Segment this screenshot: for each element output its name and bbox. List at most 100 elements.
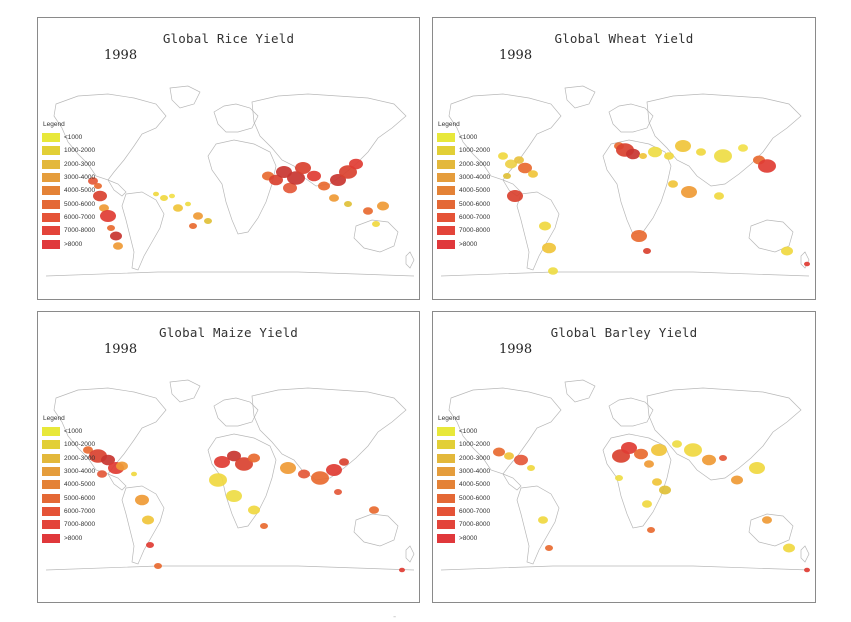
- legend-item: 1000-2000: [437, 144, 490, 157]
- yield-patch: [369, 506, 379, 514]
- yield-patch: [684, 443, 702, 457]
- yield-patch: [714, 192, 724, 200]
- asia-outline: [251, 387, 407, 481]
- yield-patch: [377, 201, 389, 211]
- legend-label: 3000-4000: [64, 174, 96, 182]
- yield-patch: [696, 148, 706, 156]
- yield-patch: [153, 191, 159, 197]
- legend-label: 2000-3000: [64, 454, 96, 462]
- legend-label: 5000-6000: [64, 200, 96, 208]
- legend-swatch: [437, 146, 455, 156]
- yield-patch: [283, 182, 297, 194]
- yield-patch: [307, 170, 321, 182]
- yield-patch: [505, 159, 517, 169]
- legend-label: 1000-2000: [64, 441, 96, 449]
- legend-label: 7000-8000: [64, 521, 96, 529]
- legend-item: 3000-4000: [437, 465, 490, 478]
- yield-patch: [643, 248, 651, 254]
- yield-patch: [527, 465, 535, 471]
- yield-patch: [514, 454, 528, 466]
- yield-patch: [311, 471, 329, 485]
- yield-patch: [169, 193, 175, 199]
- legend-title: Legend: [438, 121, 460, 128]
- yield-patch: [280, 462, 296, 474]
- legend-label: 4000-5000: [64, 187, 96, 195]
- new-zealand-outline: [800, 545, 810, 563]
- legend-label: 2000-3000: [459, 454, 491, 462]
- yield-patch: [514, 156, 524, 164]
- asia-outline: [646, 93, 802, 187]
- map-title: Global Maize Yield: [158, 325, 299, 340]
- map-legend: Legend <1000 1000-2000 2000-3000 3000-4000 4…: [437, 415, 490, 545]
- legend-label: 2000-3000: [64, 160, 96, 168]
- legend-item: 1000-2000: [42, 144, 95, 157]
- new-zealand-outline: [405, 251, 415, 269]
- legend-label: 3000-4000: [459, 174, 491, 182]
- legend-item: <1000: [42, 131, 95, 144]
- yield-patch: [631, 230, 647, 242]
- yield-patch: [339, 458, 349, 466]
- world-map: [45, 379, 415, 573]
- legend-label: >8000: [64, 240, 83, 248]
- antarctica-outline: [45, 271, 415, 277]
- world-map: [440, 85, 810, 277]
- legend-swatch: [437, 533, 455, 543]
- yield-patch: [642, 500, 652, 508]
- legend-label: 4000-5000: [64, 481, 96, 489]
- yield-patch: [189, 223, 197, 229]
- yield-patch: [349, 158, 363, 170]
- legend-item: <1000: [437, 131, 490, 144]
- legend-item: 4000-5000: [42, 478, 95, 491]
- legend-item: 2000-3000: [42, 158, 95, 171]
- legend-swatch: [42, 453, 60, 463]
- legend-swatch: [437, 159, 455, 169]
- map-legend: Legend <1000 1000-2000 2000-3000 3000-4000 4…: [42, 121, 95, 251]
- legend-item: 6000-7000: [437, 505, 490, 518]
- legend-swatch: [42, 239, 60, 249]
- legend-label: <1000: [64, 134, 83, 142]
- new-zealand-outline: [405, 545, 415, 563]
- legend-label: 6000-7000: [459, 507, 491, 515]
- legend-item: 2000-3000: [437, 452, 490, 465]
- legend-swatch: [437, 239, 455, 249]
- legend-swatch: [42, 493, 60, 503]
- yield-patch: [326, 464, 342, 476]
- legend-label: >8000: [459, 534, 478, 542]
- legend-label: 6000-7000: [64, 213, 96, 221]
- legend-swatch: [437, 186, 455, 196]
- yield-patch: [94, 183, 102, 189]
- yield-patch: [173, 204, 183, 212]
- legend-swatch: [437, 199, 455, 209]
- yield-patch: [672, 440, 682, 448]
- yield-patch: [804, 261, 810, 267]
- legend-label: 5000-6000: [459, 200, 491, 208]
- yield-patch: [339, 165, 357, 179]
- greenland-outline: [564, 85, 596, 109]
- legend-item: 1000-2000: [437, 438, 490, 451]
- yield-patch: [644, 460, 654, 468]
- legend-swatch: [437, 520, 455, 530]
- world-map: [440, 379, 810, 573]
- legend-item: 5000-6000: [437, 197, 490, 210]
- central-america-outline: [502, 473, 522, 491]
- legend-item: 4000-5000: [42, 184, 95, 197]
- yield-patch: [248, 505, 260, 515]
- yield-patch: [762, 516, 772, 524]
- yield-patch: [538, 516, 548, 524]
- map-panel-rice: Global Rice Yield 1998 Legend <1000 1000-…: [37, 17, 420, 300]
- legend-label: 1000-2000: [459, 441, 491, 449]
- yield-patch: [647, 527, 655, 533]
- central-america-outline: [107, 179, 127, 197]
- yield-patch: [93, 190, 107, 202]
- legend-swatch: [42, 146, 60, 156]
- greenland-outline: [169, 379, 201, 403]
- legend-label: 5000-6000: [459, 494, 491, 502]
- legend-item: 5000-6000: [42, 491, 95, 504]
- yield-patch: [101, 454, 115, 466]
- south-america-outline: [121, 191, 165, 271]
- yield-patch: [634, 448, 648, 460]
- yield-patch: [719, 455, 727, 461]
- legend-label: 7000-8000: [64, 227, 96, 235]
- yield-patch: [226, 490, 242, 502]
- antarctica-outline: [440, 565, 810, 571]
